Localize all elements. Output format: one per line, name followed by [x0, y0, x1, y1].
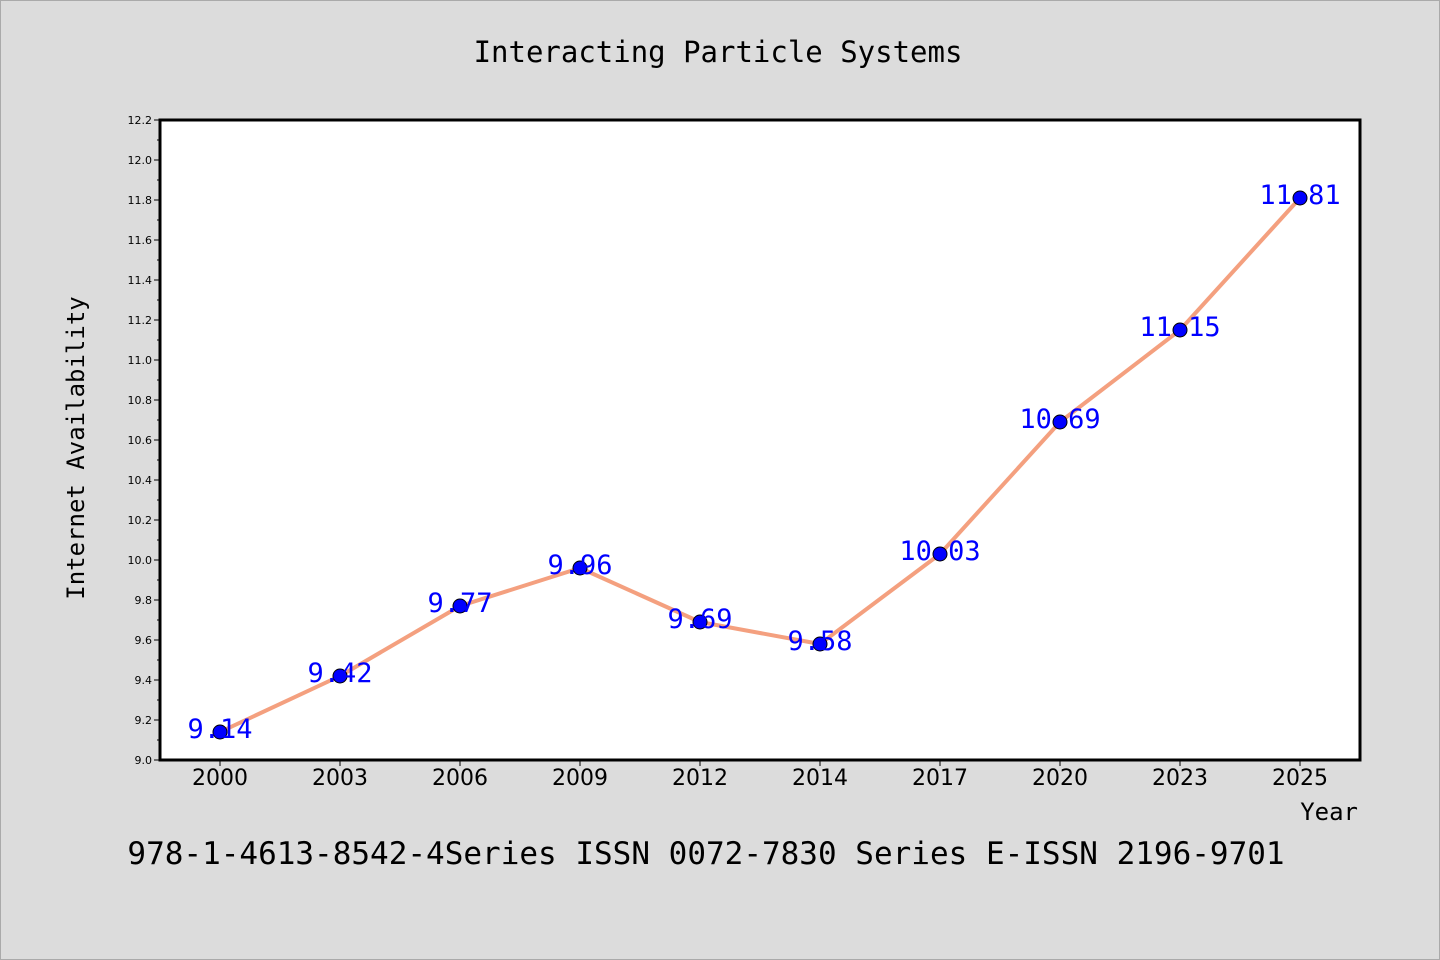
y-tick-label: 12.0 [128, 154, 153, 167]
y-tick-label: 11.4 [128, 274, 153, 287]
data-point [332, 668, 348, 684]
y-tick-label: 11.0 [128, 354, 153, 367]
data-point [1172, 322, 1188, 338]
data-label: 10.03 [899, 536, 980, 567]
y-tick-label: 9.0 [135, 754, 153, 767]
y-tick-label: 10.4 [128, 474, 153, 487]
data-point [1292, 190, 1308, 206]
y-tick-label: 10.8 [128, 394, 153, 407]
y-tick-label: 9.2 [135, 714, 153, 727]
data-point [1052, 414, 1068, 430]
data-label: 9.42 [307, 658, 372, 689]
data-point [212, 724, 228, 740]
y-tick-label: 11.2 [128, 314, 153, 327]
y-tick-label: 9.6 [135, 634, 153, 647]
caption-text: 978-1-4613-8542-4Series ISSN 0072-7830 S… [127, 836, 1284, 872]
x-tick-label: 2012 [672, 766, 728, 791]
data-label: 11.81 [1259, 180, 1340, 211]
x-tick-label: 2003 [312, 766, 368, 791]
x-tick-label: 2006 [432, 766, 488, 791]
y-tick-label: 11.6 [128, 234, 153, 247]
data-point [812, 636, 828, 652]
x-tick-label: 2025 [1272, 766, 1328, 791]
y-tick-label: 9.8 [135, 594, 153, 607]
y-tick-label: 10.0 [128, 554, 153, 567]
data-labels-layer: 9.14 9.42 9.77 9.96 9.69 9.58 10.03 10.69 11.15 1… [187, 180, 1340, 745]
y-axis-label: Internet Availability [62, 296, 90, 599]
plot-area [160, 120, 1360, 760]
data-label: 9.69 [667, 604, 732, 635]
y-tick-label: 10.6 [128, 434, 153, 447]
data-label: 9.96 [547, 550, 612, 581]
x-tick-label: 2000 [192, 766, 248, 791]
data-label: 11.15 [1139, 312, 1220, 343]
x-tick-label: 2009 [552, 766, 608, 791]
data-point [692, 614, 708, 630]
plot-frame [158, 118, 1362, 762]
x-tick-label: 2020 [1032, 766, 1088, 791]
series-line-layer [218, 196, 1302, 734]
data-label: 9.77 [427, 588, 492, 619]
y-tick-label: 9.4 [135, 674, 153, 687]
y-tick-label: 11.8 [128, 194, 153, 207]
x-tick-label: 2017 [912, 766, 968, 791]
x-tick-label: 2014 [792, 766, 848, 791]
data-label: 9.58 [787, 626, 852, 657]
chart-title: Interacting Particle Systems [474, 35, 963, 69]
data-point [452, 598, 468, 614]
data-point [932, 546, 948, 562]
x-axis-label: Year [1300, 798, 1358, 826]
data-point [572, 560, 588, 576]
data-label: 10.69 [1019, 404, 1100, 435]
y-tick-label: 12.2 [128, 114, 153, 127]
data-label: 9.14 [187, 714, 252, 745]
markers-layer [212, 190, 1308, 740]
y-axis: 9.0 9.2 9.4 9.6 9.8 10.0 10.2 10.4 10.6 10.8 11.0 1… [128, 114, 160, 767]
x-axis: 2000 2003 2006 2009 2012 2014 2017 2020 2023 2025 [192, 760, 1328, 791]
series-line [218, 196, 1302, 734]
y-tick-label: 10.2 [128, 514, 153, 527]
x-tick-label: 2023 [1152, 766, 1208, 791]
